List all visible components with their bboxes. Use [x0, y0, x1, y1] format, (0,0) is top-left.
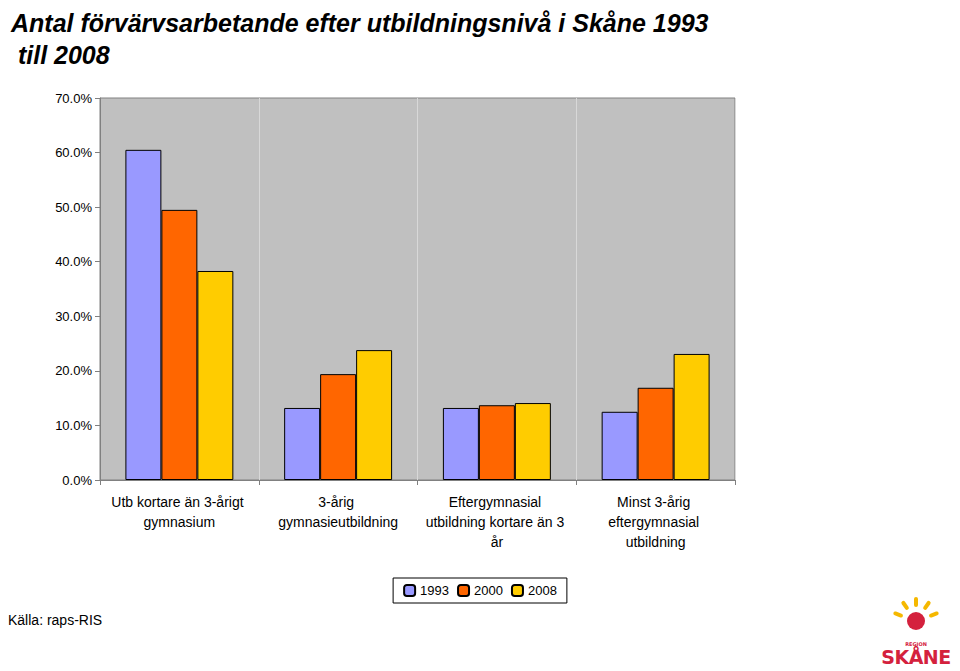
- html-text:REGION: REGION: [905, 641, 927, 647]
- svg-text:Minst 3-årig: Minst 3-årig: [617, 494, 694, 510]
- svg-text:0.0%: 0.0%: [62, 473, 92, 488]
- svg-text:Eftergymnasial: Eftergymnasial: [449, 494, 545, 510]
- svg-text:Källa: raps-RIS: Källa: raps-RIS: [8, 612, 102, 628]
- svg-text:eftergymnasial: eftergymnasial: [608, 514, 703, 530]
- svg-text:20.0%: 20.0%: [55, 363, 92, 378]
- svg-text:gymnasium: gymnasium: [144, 514, 216, 530]
- svg-text:utbildning kortare än 3: utbildning kortare än 3: [426, 514, 568, 530]
- svg-text:2000: 2000: [474, 583, 503, 598]
- svg-text:70.0%: 70.0%: [55, 91, 92, 106]
- svg-text:Antal förvärvsarbetande efter: Antal förvärvsarbetande efter utbildning…: [10, 9, 709, 37]
- svg-text:Utb kortare än 3-årigt: Utb kortare än 3-årigt: [111, 494, 247, 510]
- svg-text:60.0%: 60.0%: [55, 145, 92, 160]
- svg-text:1993: 1993: [420, 583, 449, 598]
- svg-text:50.0%: 50.0%: [55, 200, 92, 215]
- svg-text:till 2008: till 2008: [11, 41, 110, 69]
- svg-text:3-årig: 3-årig: [318, 494, 358, 510]
- html-text:SKÅNE: SKÅNE: [881, 646, 951, 668]
- svg-text:gymnasieutbildning: gymnasieutbildning: [278, 514, 398, 530]
- svg-text:40.0%: 40.0%: [55, 254, 92, 269]
- svg-text:år: år: [491, 534, 504, 550]
- svg-text:30.0%: 30.0%: [55, 309, 92, 324]
- svg-text:10.0%: 10.0%: [55, 418, 92, 433]
- svg-text:2008: 2008: [528, 583, 557, 598]
- svg-text:utbildning: utbildning: [626, 534, 686, 550]
